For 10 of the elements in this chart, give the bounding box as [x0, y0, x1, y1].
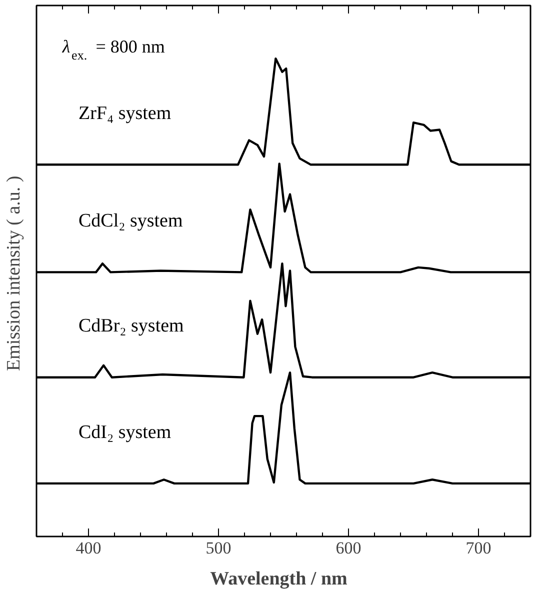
- text: CdBr₂ system: [78, 316, 184, 337]
- series-label: CdI₂ system: [78, 422, 172, 443]
- x-tick-label: 600: [336, 538, 362, 558]
- x-tick-label: 500: [206, 538, 232, 558]
- text: ZrF₄ system: [78, 103, 172, 124]
- x-tick-label: 400: [76, 538, 102, 558]
- y-axis-title: Emission intensity ( a.u. ): [4, 176, 24, 372]
- x-axis-title: Wavelength / nm: [210, 568, 348, 590]
- text: CdCl₂ system: [78, 210, 183, 232]
- x-tick-label: 700: [466, 538, 492, 558]
